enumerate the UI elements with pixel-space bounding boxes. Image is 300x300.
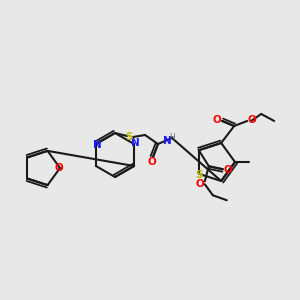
Text: O: O [224,165,232,175]
Text: O: O [55,163,63,173]
Text: N: N [93,140,101,150]
Text: S: S [195,170,202,180]
Text: H: H [169,133,175,142]
Text: S: S [125,132,133,142]
Text: N: N [163,136,171,146]
Text: N: N [131,138,140,148]
Text: O: O [213,115,222,125]
Text: O: O [148,157,156,167]
Text: O: O [195,179,204,189]
Text: O: O [248,115,256,125]
